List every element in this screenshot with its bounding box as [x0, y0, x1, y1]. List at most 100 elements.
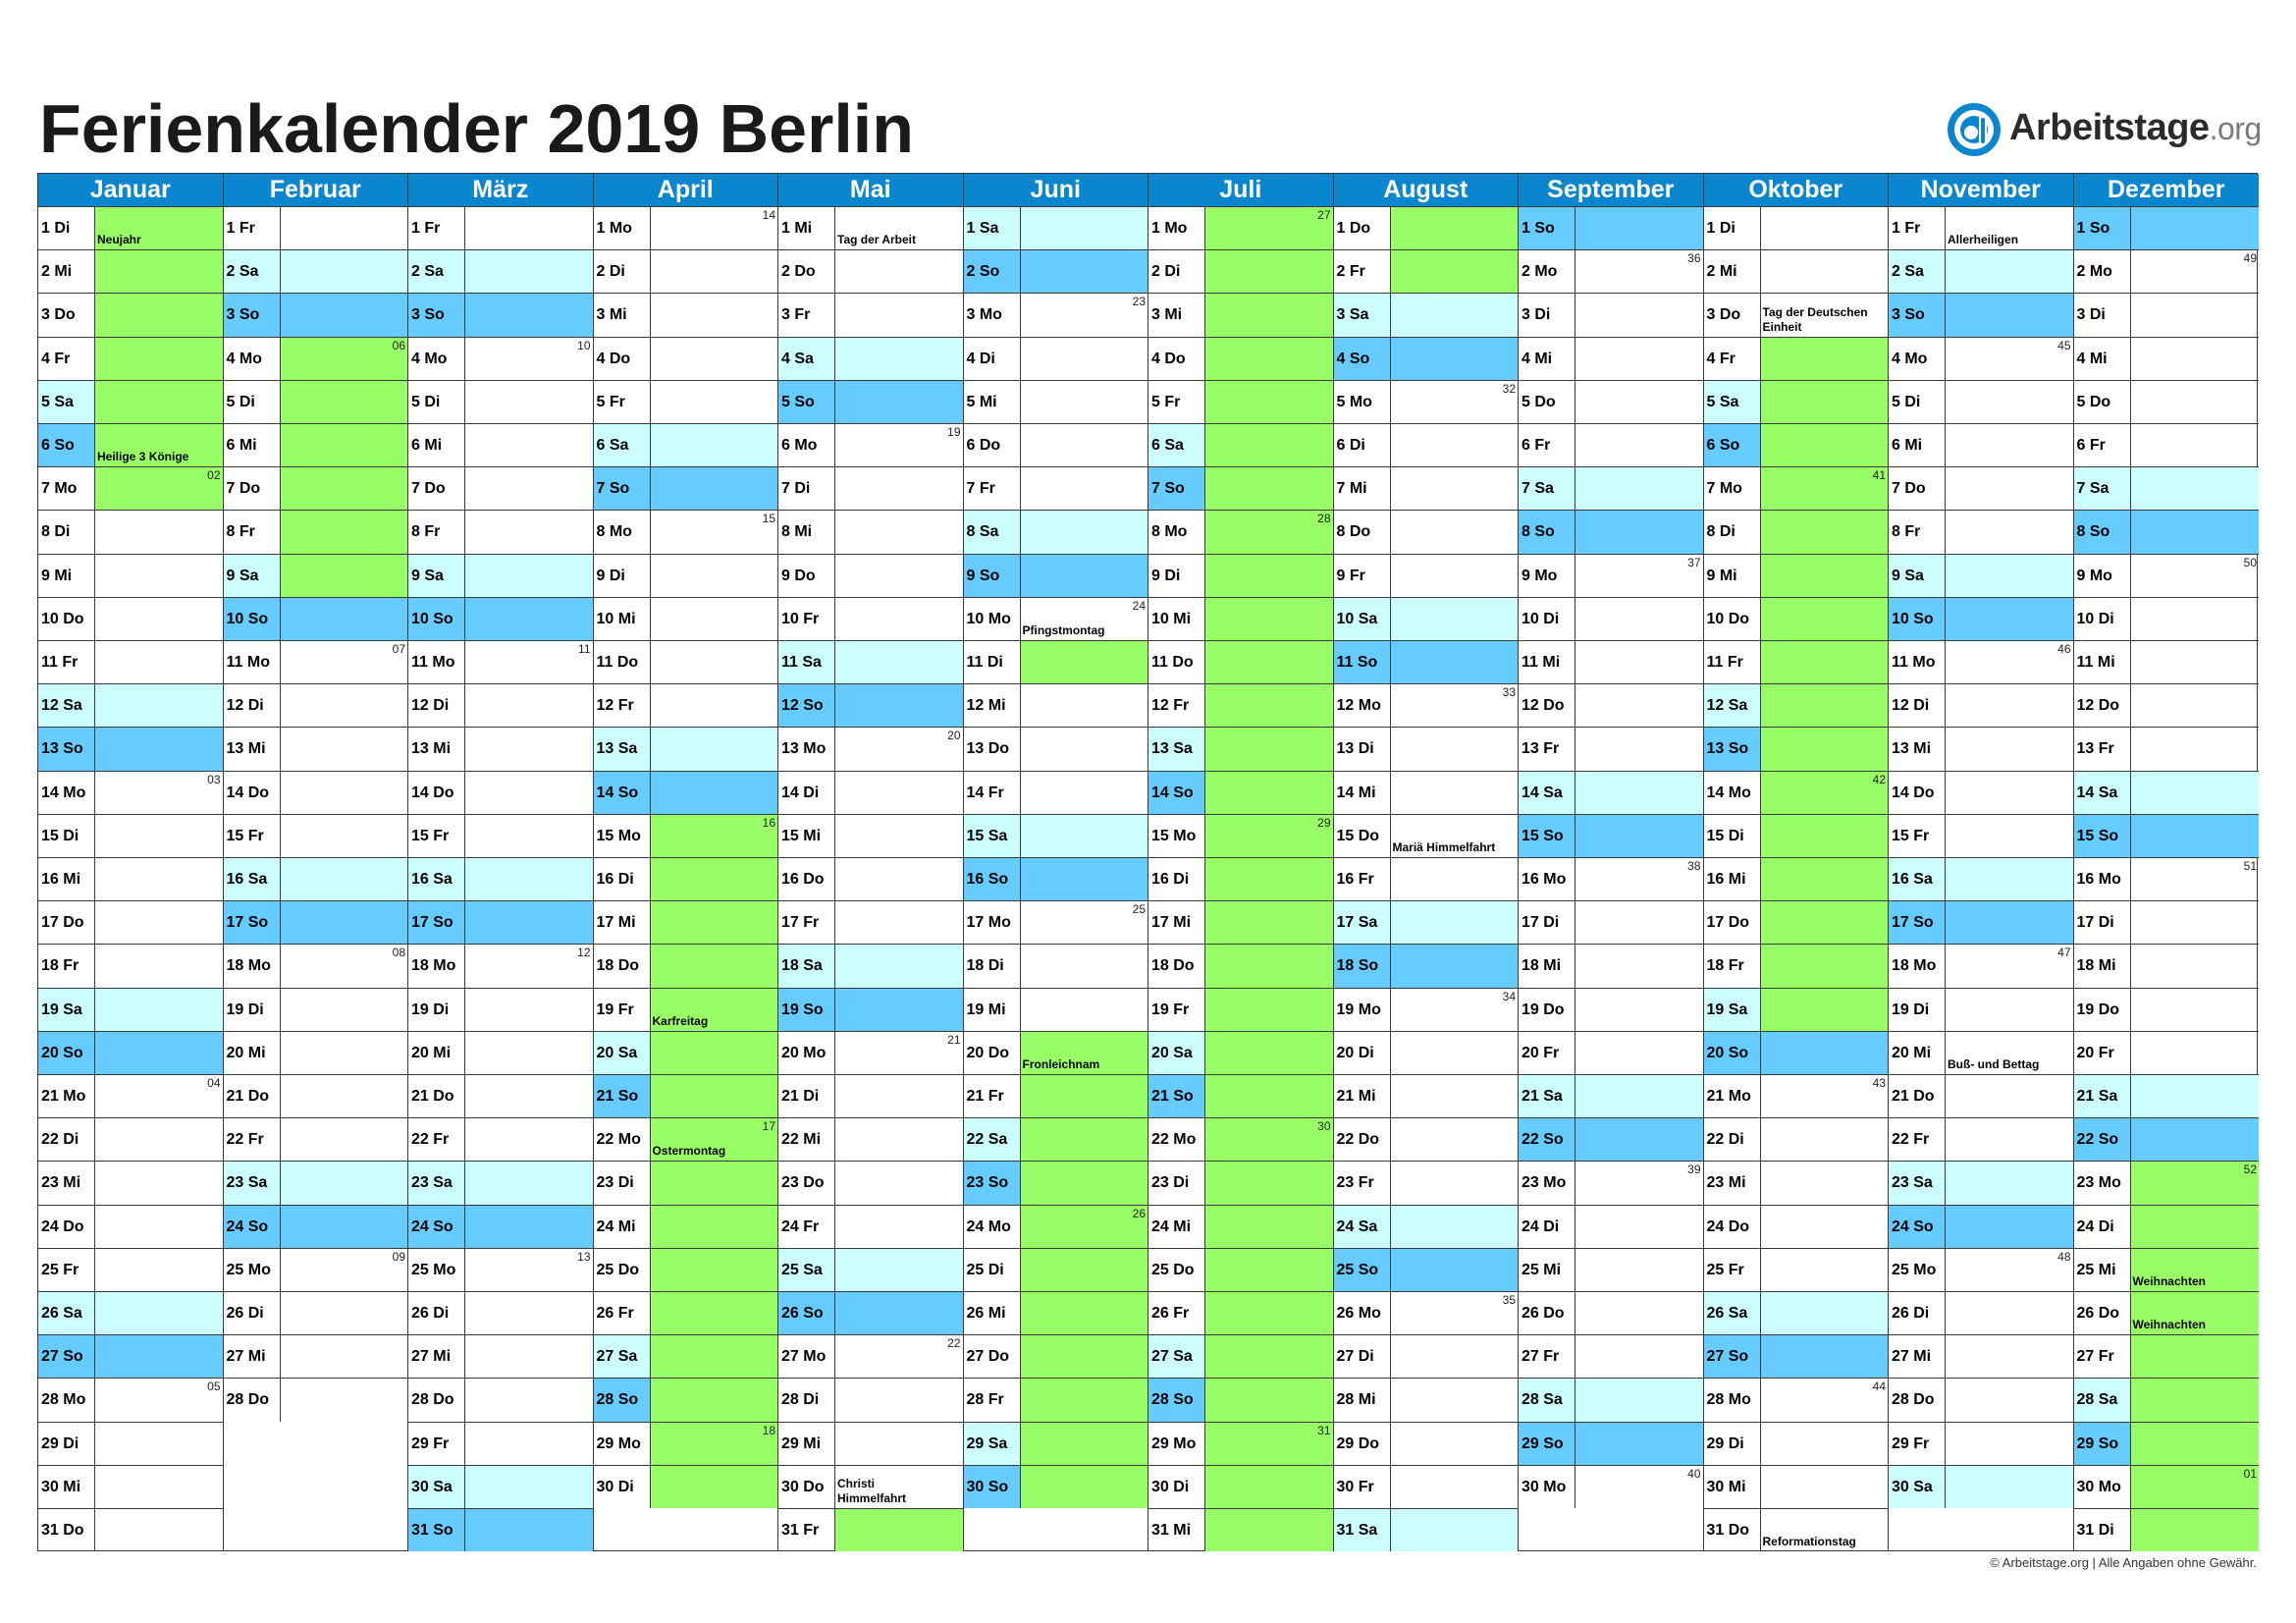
day-cell[interactable]: 21 Do	[408, 1074, 593, 1118]
day-cell[interactable]: 28 Do	[223, 1378, 407, 1422]
day-cell[interactable]: 3 Sa	[1333, 293, 1518, 337]
day-cell[interactable]: 12 Di	[408, 683, 593, 728]
day-cell[interactable]: 2 Do	[778, 249, 963, 294]
day-cell[interactable]: 12 Mo 33	[1333, 683, 1518, 728]
day-cell[interactable]: 17 So	[1889, 900, 2073, 945]
day-cell[interactable]: 8 Mo 15	[593, 510, 777, 554]
day-cell[interactable]: 16 Mi	[38, 857, 223, 901]
day-cell[interactable]: 18 Di	[963, 944, 1148, 988]
day-cell[interactable]: 17 Do	[1703, 900, 1888, 945]
day-cell[interactable]: 21 Di	[778, 1074, 963, 1118]
day-cell[interactable]: 12 Do	[2073, 683, 2259, 728]
day-cell[interactable]: 28 So	[1148, 1378, 1333, 1422]
day-cell[interactable]: 29 So	[2073, 1421, 2259, 1465]
day-cell[interactable]: 23 Sa	[408, 1161, 593, 1205]
day-cell[interactable]: 3 So	[223, 293, 407, 337]
day-cell[interactable]: 27 Mo 22	[778, 1334, 963, 1379]
day-cell[interactable]: 6 Fr	[1519, 423, 1703, 467]
day-cell[interactable]: 27 Mi	[223, 1334, 407, 1379]
day-cell[interactable]: 21 Mo 04	[38, 1074, 223, 1118]
day-cell[interactable]: 2 Sa	[1889, 249, 2073, 294]
day-cell[interactable]: 30 Di	[593, 1464, 777, 1508]
day-cell[interactable]: 12 Fr	[1148, 683, 1333, 728]
day-cell[interactable]: 1 So	[2073, 206, 2259, 250]
day-cell[interactable]: 1 Mo 14	[593, 206, 777, 250]
day-cell[interactable]: 22 Fr	[408, 1117, 593, 1162]
day-cell[interactable]: 9 Sa	[408, 553, 593, 597]
day-cell[interactable]: 5 Fr	[1148, 379, 1333, 423]
day-cell[interactable]: 25 Do	[1148, 1247, 1333, 1291]
day-cell[interactable]: 13 So	[38, 727, 223, 771]
day-cell[interactable]: 20 Mi	[408, 1030, 593, 1074]
day-cell[interactable]: 7 So	[593, 466, 777, 511]
day-cell[interactable]: 11 Mi	[1519, 640, 1703, 684]
day-cell[interactable]: 18 Mo 47	[1889, 944, 2073, 988]
day-cell[interactable]: 21 Mi	[1333, 1074, 1518, 1118]
day-cell[interactable]: 8 Di	[1703, 510, 1888, 554]
day-cell[interactable]: 6 Do	[963, 423, 1148, 467]
day-cell[interactable]: 19 Do	[2073, 987, 2259, 1031]
day-cell[interactable]: 9 Sa	[223, 553, 407, 597]
day-cell[interactable]: 24 Mi	[593, 1204, 777, 1248]
day-cell[interactable]: 3 Do	[38, 293, 223, 337]
day-cell[interactable]: 2 Sa	[408, 249, 593, 294]
day-cell[interactable]: 11 Sa	[778, 640, 963, 684]
day-cell[interactable]: 1 Di	[1703, 206, 1888, 250]
day-cell[interactable]: 14 Do	[1889, 770, 2073, 814]
day-cell[interactable]: 31 So	[408, 1508, 593, 1552]
day-cell[interactable]: 18 So	[1333, 944, 1518, 988]
day-cell[interactable]: 11 Fr	[1703, 640, 1888, 684]
day-cell[interactable]: 10 Mi	[593, 596, 777, 640]
day-cell[interactable]: 29 Fr	[1889, 1421, 2073, 1465]
day-cell[interactable]: 19 Di	[408, 987, 593, 1031]
day-cell[interactable]: 20 Mi	[223, 1030, 407, 1074]
day-cell[interactable]: 31 Do Reformationstag	[1703, 1508, 1888, 1552]
day-cell[interactable]: 26 Mi	[963, 1291, 1148, 1335]
day-cell[interactable]: 29 Mo 31	[1148, 1421, 1333, 1465]
day-cell[interactable]: 18 Mi	[2073, 944, 2259, 988]
day-cell[interactable]: 7 Di	[778, 466, 963, 511]
day-cell[interactable]: 10 So	[223, 596, 407, 640]
day-cell[interactable]: 25 Mi	[1519, 1247, 1703, 1291]
day-cell[interactable]: 28 Sa	[2073, 1378, 2259, 1422]
day-cell[interactable]: 27 So	[1703, 1334, 1888, 1379]
day-cell[interactable]: 31 Sa	[1333, 1508, 1518, 1552]
day-cell[interactable]: 20 Sa	[1148, 1030, 1333, 1074]
day-cell[interactable]: 12 So	[778, 683, 963, 728]
day-cell[interactable]: 13 Mi	[223, 727, 407, 771]
day-cell[interactable]: 3 So	[408, 293, 593, 337]
day-cell[interactable]: 2 Sa	[223, 249, 407, 294]
day-cell[interactable]: 5 Mo 32	[1333, 379, 1518, 423]
day-cell[interactable]: 30 So	[963, 1464, 1148, 1508]
day-cell[interactable]: 10 Fr	[778, 596, 963, 640]
day-cell[interactable]: 23 Mi	[38, 1161, 223, 1205]
day-cell[interactable]: 21 So	[1148, 1074, 1333, 1118]
day-cell[interactable]: 13 Fr	[2073, 727, 2259, 771]
day-cell[interactable]: 11 So	[1333, 640, 1518, 684]
day-cell[interactable]: 3 Mi	[1148, 293, 1333, 337]
day-cell[interactable]: 28 Do	[1889, 1378, 2073, 1422]
day-cell[interactable]: 11 Mo 46	[1889, 640, 2073, 684]
day-cell[interactable]: 14 Mo 03	[38, 770, 223, 814]
day-cell[interactable]: 15 So	[1519, 813, 1703, 857]
day-cell[interactable]: 14 Fr	[963, 770, 1148, 814]
day-cell[interactable]: 11 Do	[593, 640, 777, 684]
day-cell[interactable]: 1 Mi Tag der Arbeit	[778, 206, 963, 250]
day-cell[interactable]: 26 Do	[1519, 1291, 1703, 1335]
day-cell[interactable]: 11 Mo 11	[408, 640, 593, 684]
day-cell[interactable]: 27 Mi	[408, 1334, 593, 1379]
day-cell[interactable]: 30 Di	[1148, 1464, 1333, 1508]
day-cell[interactable]: 21 Sa	[1519, 1074, 1703, 1118]
day-cell[interactable]: 17 Fr	[778, 900, 963, 945]
day-cell[interactable]: 6 Mi	[223, 423, 407, 467]
day-cell[interactable]: 3 Di	[2073, 293, 2259, 337]
day-cell[interactable]: 30 Do Christi Himmelfahrt	[778, 1464, 963, 1508]
day-cell[interactable]: 3 Mo 23	[963, 293, 1148, 337]
day-cell[interactable]: 8 Fr	[1889, 510, 2073, 554]
day-cell[interactable]: 18 Do	[1148, 944, 1333, 988]
day-cell[interactable]: 24 Fr	[778, 1204, 963, 1248]
day-cell[interactable]: 27 Do	[963, 1334, 1148, 1379]
day-cell[interactable]: 21 Fr	[963, 1074, 1148, 1118]
day-cell[interactable]: 13 Di	[1333, 727, 1518, 771]
day-cell[interactable]: 29 Di	[1703, 1421, 1888, 1465]
